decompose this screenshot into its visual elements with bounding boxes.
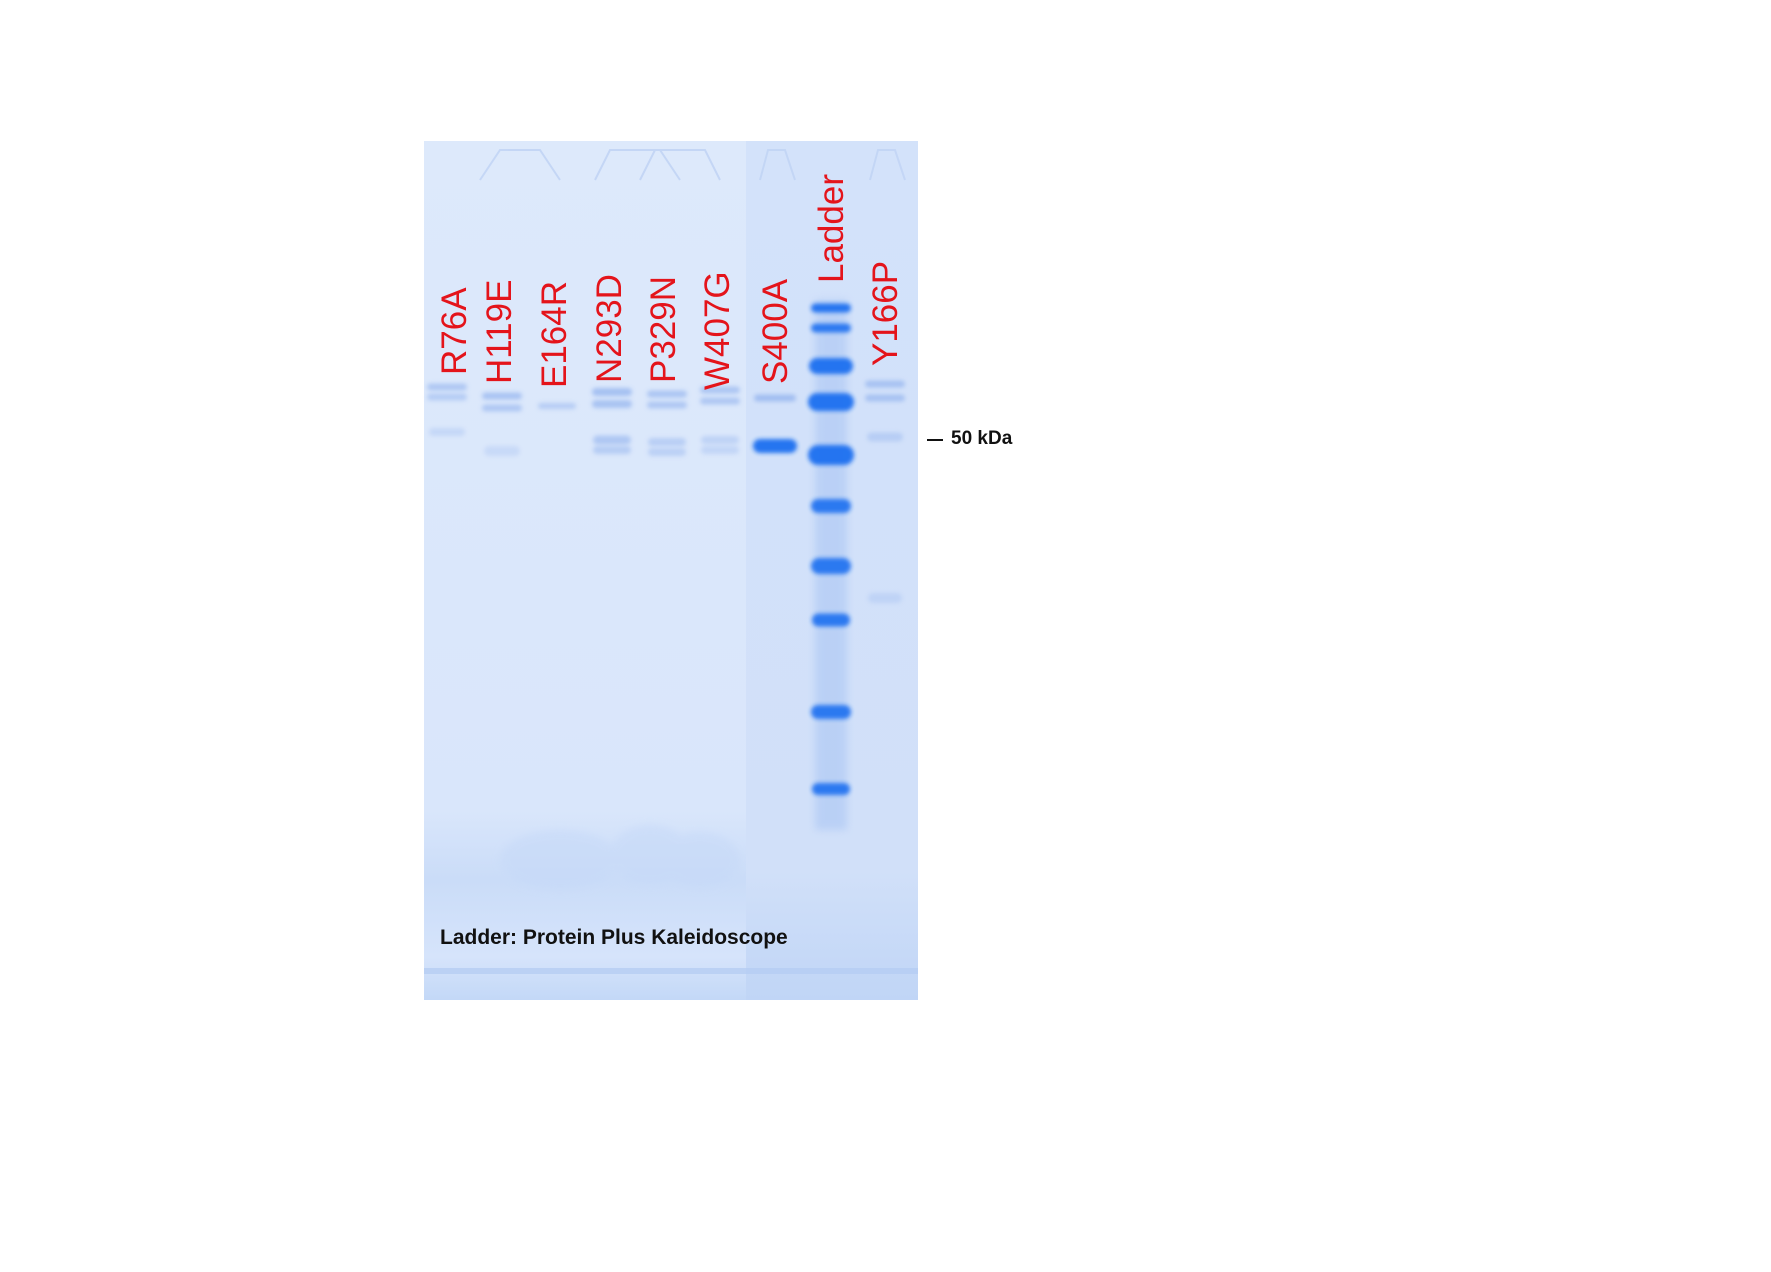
band-n293d-8 <box>592 400 632 408</box>
wells <box>479 149 906 181</box>
band-r76a-2 <box>429 428 465 436</box>
lane-label-ladder: Ladder <box>812 174 851 283</box>
band-ladder-27 <box>809 358 853 374</box>
band-s400a-19 <box>754 394 796 402</box>
band-ladder-30 <box>811 499 851 513</box>
band-w407g-17 <box>701 436 739 444</box>
band-y166p-24 <box>868 593 902 603</box>
band-n293d-10 <box>593 446 631 454</box>
band-p329n-11 <box>647 390 687 398</box>
band-ladder-29 <box>808 445 854 465</box>
band-ladder-31 <box>811 558 851 574</box>
band-w407g-15 <box>700 386 740 394</box>
lane-label-n293d: N293D <box>590 274 629 383</box>
lane-label-w407g: W407G <box>698 271 737 390</box>
band-ladder-28 <box>808 393 854 411</box>
dye-front <box>424 968 918 974</box>
band-h119e-3 <box>482 392 522 400</box>
lane-label-h119e: H119E <box>480 279 519 384</box>
band-r76a-1 <box>427 393 467 401</box>
band-ladder-32 <box>812 613 850 627</box>
band-ladder-33 <box>811 705 851 719</box>
marker-label-50kda: 50 kDa <box>951 428 1013 449</box>
lane-label-p329n: P329N <box>644 275 683 383</box>
lane-label-y166p: Y166P <box>866 260 905 366</box>
lane-label-s400a: S400A <box>756 278 795 384</box>
band-p329n-12 <box>647 401 687 409</box>
band-p329n-13 <box>648 438 686 446</box>
band-w407g-16 <box>700 397 740 405</box>
bands-layer <box>427 300 905 830</box>
band-ladder-26 <box>811 323 851 333</box>
band-y166p-22 <box>865 394 905 402</box>
band-y166p-21 <box>865 380 905 388</box>
band-n293d-7 <box>592 388 632 396</box>
band-h119e-5 <box>484 446 520 456</box>
band-w407g-18 <box>701 446 739 454</box>
band-ladder-34 <box>812 783 850 795</box>
band-s400a-20 <box>753 439 797 453</box>
ladder-caption: Ladder: Protein Plus Kaleidoscope <box>440 926 788 949</box>
band-ladder-25 <box>811 303 851 313</box>
lane-label-r76a: R76A <box>435 287 474 375</box>
band-r76a-0 <box>427 383 467 391</box>
band-y166p-23 <box>867 432 903 442</box>
gel-smears <box>500 825 740 890</box>
band-e164r-6 <box>538 403 576 409</box>
band-n293d-9 <box>593 435 631 445</box>
band-h119e-4 <box>482 404 522 412</box>
marker-tick <box>927 439 943 441</box>
band-p329n-14 <box>648 448 686 456</box>
lane-label-e164r: E164R <box>535 280 574 388</box>
